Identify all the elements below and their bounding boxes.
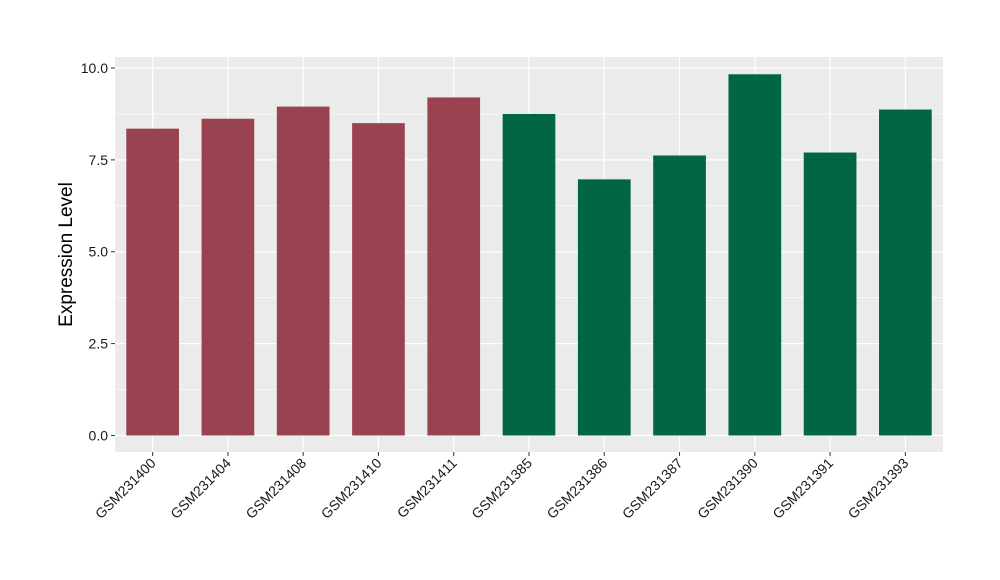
bars <box>126 74 932 436</box>
y-tick-label: 0.0 <box>89 427 109 443</box>
x-axis: GSM231400 GSM231404 GSM231408 GSM231410 GSM2… <box>92 452 912 522</box>
bar <box>577 179 631 436</box>
x-tick-label: GSM231390 <box>694 455 761 522</box>
x-tick-label: GSM231386 <box>543 455 610 522</box>
x-tick-label: GSM231385 <box>468 455 535 522</box>
bar <box>126 128 179 436</box>
x-tick-label: GSM231411 <box>394 455 460 521</box>
y-tick-label: 2.5 <box>89 336 109 352</box>
y-axis-title: Expression Level <box>56 182 77 327</box>
x-tick-label: GSM231400 <box>92 455 159 522</box>
bar <box>803 152 857 436</box>
x-tick-label: GSM231391 <box>769 455 836 522</box>
y-tick-label: 5.0 <box>89 244 109 260</box>
x-tick-label: GSM231393 <box>845 455 912 522</box>
y-tick-label: 10.0 <box>81 60 108 76</box>
bar <box>276 106 330 436</box>
bar <box>502 113 556 436</box>
bar <box>728 74 782 436</box>
x-tick-label: GSM231410 <box>318 455 385 522</box>
bar <box>427 97 481 436</box>
bar <box>653 155 706 436</box>
x-tick-label: GSM231404 <box>167 455 234 522</box>
x-tick-label: GSM231387 <box>619 455 686 522</box>
y-axis: 0.0 2.5 5.0 7.5 10.0 <box>81 60 115 443</box>
bar <box>352 123 405 436</box>
bar <box>879 109 932 436</box>
bar <box>201 118 255 436</box>
y-tick-label: 7.5 <box>89 152 109 168</box>
x-tick-label: GSM231408 <box>242 455 309 522</box>
